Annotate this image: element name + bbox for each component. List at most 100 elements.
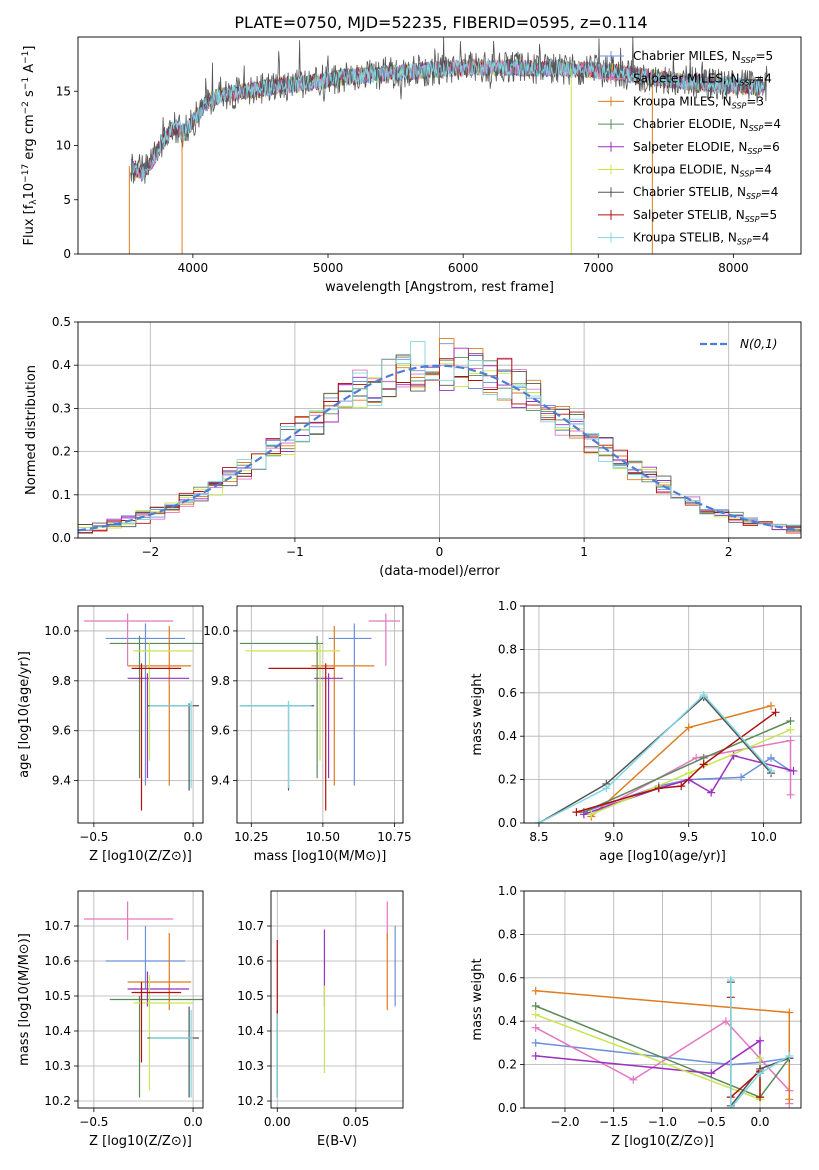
figure-title: PLATE=0750, MJD=52235, FIBERID=0595, z=0… xyxy=(234,13,647,32)
x-tick-label: 7000 xyxy=(583,261,614,275)
y-tick-label: 0.4 xyxy=(498,1014,517,1028)
y-tick-label: 0.8 xyxy=(498,927,517,941)
x-tick-label: 5000 xyxy=(313,261,344,275)
y-tick-label: 10.3 xyxy=(237,1059,264,1073)
y-tick-label: 0.2 xyxy=(498,1058,517,1072)
spectrum-series xyxy=(128,37,768,254)
y-tick-label: 10.7 xyxy=(237,919,264,933)
weight-marker xyxy=(789,766,798,775)
weight-marker xyxy=(726,1104,735,1108)
y-tick-label: 9.6 xyxy=(52,724,71,738)
y-tick-label: 9.8 xyxy=(52,674,71,688)
y-tick-label: 0 xyxy=(63,247,71,261)
y-tick-label: 9.6 xyxy=(211,724,230,738)
x-tick-label: −1 xyxy=(286,545,304,559)
weight-line-7 xyxy=(730,997,761,1099)
histogram-series xyxy=(78,338,801,534)
weight-line-7 xyxy=(576,711,776,813)
age_vs_mass-frame xyxy=(236,605,404,824)
y-axis-label: age [log10(age/yr)] xyxy=(17,651,32,778)
y-tick-label: 0.0 xyxy=(498,816,517,830)
x-tick-label: −0.5 xyxy=(79,830,108,844)
x-tick-label: −1.0 xyxy=(648,1115,677,1129)
y-tick-label: 9.4 xyxy=(52,774,71,788)
legend-entry: Salpeter STELIB, NSSP=5 xyxy=(633,208,777,224)
x-tick-label: 6000 xyxy=(448,261,479,275)
weight-line-0 xyxy=(535,1042,790,1066)
legend-entry: Chabrier ELODIE, NSSP=4 xyxy=(633,117,781,133)
y-tick-label: 0.6 xyxy=(498,686,517,700)
x-tick-label: 10.75 xyxy=(377,830,411,844)
legend-entry: Salpeter ELODIE, NSSP=6 xyxy=(633,140,780,156)
x-tick-label: 0 xyxy=(436,545,444,559)
weight-marker xyxy=(707,1069,716,1078)
spectrum-frame xyxy=(77,36,802,255)
weight-line-8 xyxy=(538,693,772,823)
weight-marker xyxy=(677,782,686,791)
normal-curve xyxy=(78,364,801,532)
x-tick-label: 10.0 xyxy=(750,830,777,844)
x-tick-label: 0.05 xyxy=(342,1115,369,1129)
y-tick-label: 0.0 xyxy=(52,531,71,545)
weight-marker xyxy=(531,1002,540,1011)
x-axis-label: Z [log10(Z/Z⊙)] xyxy=(611,1134,714,1149)
weight-marker xyxy=(756,1036,765,1045)
y-tick-label: 10.2 xyxy=(44,1094,71,1108)
weight-marker xyxy=(531,1051,540,1060)
mass_vs_ebv-axes xyxy=(267,891,403,1112)
y-tick-label: 10 xyxy=(56,139,71,153)
weight-marker xyxy=(767,701,776,710)
weight-line-5 xyxy=(591,729,791,815)
y-tick-label: 10.0 xyxy=(44,624,71,638)
weight-marker xyxy=(786,790,795,799)
weight-marker xyxy=(684,769,693,778)
x-tick-label: 8000 xyxy=(718,261,749,275)
y-tick-label: 15 xyxy=(56,84,71,98)
age_vs_mass-axes xyxy=(233,606,403,827)
weight-marker xyxy=(654,784,663,793)
x-tick-label: 1 xyxy=(580,545,588,559)
x-axis-label: age [log10(age/yr)] xyxy=(599,849,726,864)
y-tick-label: 0.8 xyxy=(498,642,517,656)
y-tick-label: 0.2 xyxy=(52,445,71,459)
y-axis-label: mass weight xyxy=(470,958,485,1040)
weight-marker xyxy=(684,723,693,732)
x-tick-label: −1.5 xyxy=(599,1115,628,1129)
weight-marker xyxy=(534,819,543,823)
weight_vs_age-series xyxy=(534,690,798,823)
weight-marker xyxy=(785,1051,794,1060)
y-tick-label: 0.5 xyxy=(52,315,71,329)
weight-marker xyxy=(786,717,795,726)
y-tick-label: 0.0 xyxy=(498,1101,517,1115)
y-tick-label: 9.8 xyxy=(211,674,230,688)
weight-marker xyxy=(767,753,776,762)
y-tick-label: 10.7 xyxy=(44,919,71,933)
weight-marker xyxy=(756,1069,765,1078)
y-tick-label: 10.5 xyxy=(44,989,71,1003)
x-axis-label: Z [log10(Z/Z⊙)] xyxy=(89,1134,192,1149)
x-tick-label: 10.50 xyxy=(306,830,340,844)
legend-entry: N(0,1) xyxy=(740,337,777,351)
x-axis-label: mass [log10(M/M⊙)] xyxy=(254,849,387,864)
weight-marker xyxy=(629,1075,638,1084)
weight-marker xyxy=(531,1023,540,1032)
y-tick-label: 10.6 xyxy=(44,954,71,968)
mass_vs_z-points xyxy=(83,901,203,1098)
age_vs_mass-points xyxy=(239,613,401,811)
mass_vs_ebv-frame xyxy=(270,890,404,1109)
legend-entry: Salpeter MILES, NSSP=4 xyxy=(633,72,772,88)
y-tick-label: 5 xyxy=(63,193,71,207)
y-tick-label: 0.2 xyxy=(498,773,517,787)
mass_vs_z-frame xyxy=(77,890,204,1109)
y-axis-label: Normed distribution xyxy=(24,365,39,495)
weight-marker xyxy=(737,773,746,782)
weight_vs_z-frame xyxy=(523,890,802,1109)
y-tick-label: 10.0 xyxy=(203,624,230,638)
weight-marker xyxy=(767,766,776,775)
x-tick-label: 0.00 xyxy=(264,1115,291,1129)
mass_vs_z-axes xyxy=(74,891,203,1112)
y-tick-label: 10.5 xyxy=(237,989,264,1003)
y-tick-label: 10.6 xyxy=(237,954,264,968)
residuals-frame xyxy=(77,321,802,539)
